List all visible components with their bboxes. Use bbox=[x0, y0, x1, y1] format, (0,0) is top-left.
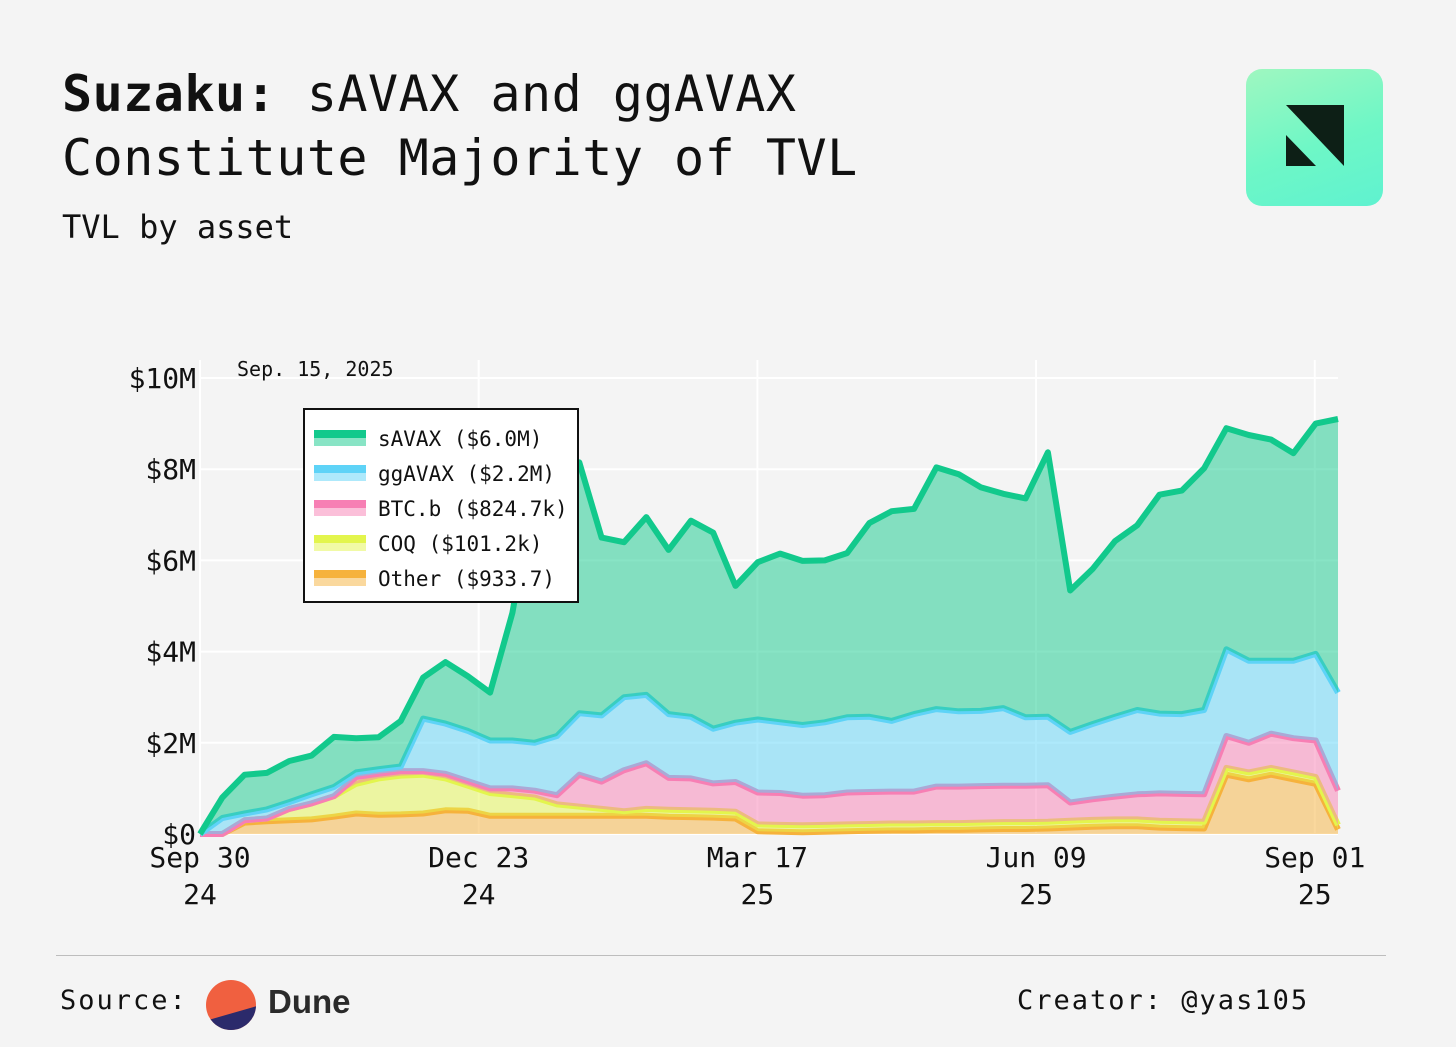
footer-divider bbox=[56, 955, 1386, 956]
dune-logo-icon bbox=[206, 980, 256, 1030]
x-tick-label-year: 25 bbox=[741, 878, 775, 911]
legend-swatch-fill bbox=[314, 473, 366, 481]
x-tick-label-year: 24 bbox=[183, 878, 217, 911]
y-tick-label: $0 bbox=[162, 818, 196, 851]
legend-swatch-fill bbox=[314, 508, 366, 516]
tvl-area-chart: $0 $2M $4M $6M $8M $10M Sep 30 24 Dec 23 24 Mar 17… bbox=[129, 357, 1366, 911]
legend-swatch-fill bbox=[314, 543, 366, 551]
x-tick-label-year: 24 bbox=[462, 878, 496, 911]
legend-swatch-fill bbox=[314, 438, 366, 446]
x-tick-label: Jun 09 bbox=[986, 841, 1087, 874]
area-btcb bbox=[200, 733, 1338, 834]
dune-logo-navy bbox=[206, 1006, 256, 1030]
legend-label: ggAVAX ($2.2M) bbox=[378, 462, 555, 486]
legend-swatch-line bbox=[314, 535, 366, 543]
line-savax bbox=[197, 416, 1339, 836]
chart-title: Suzaku: sAVAX and ggAVAX Constitute Major… bbox=[62, 62, 1162, 190]
area-other bbox=[200, 774, 1338, 834]
chart-subtitle: TVL by asset bbox=[62, 208, 294, 246]
y-tick-label: $2M bbox=[145, 727, 196, 760]
title-line2: Constitute Majority of TVL bbox=[62, 129, 858, 187]
y-tick-label: $10M bbox=[129, 362, 196, 395]
x-tick-label: Dec 23 bbox=[428, 841, 529, 874]
area-ggavax bbox=[200, 649, 1338, 834]
legend-swatch-line bbox=[314, 570, 366, 578]
hover-date-label: Sep. 15, 2025 bbox=[237, 357, 394, 381]
legend-label: Other ($933.7) bbox=[378, 567, 555, 591]
legend-swatch-fill bbox=[314, 578, 366, 586]
legend-swatch-line bbox=[314, 430, 366, 438]
x-tick-label: Sep 01 bbox=[1264, 841, 1365, 874]
brand-logo bbox=[1246, 69, 1383, 206]
x-tick-label-year: 25 bbox=[1298, 878, 1332, 911]
y-tick-label: $4M bbox=[145, 636, 196, 669]
area-savax bbox=[200, 419, 1338, 834]
dune-brand-name: Dune bbox=[268, 983, 351, 1020]
x-tick-label-year: 25 bbox=[1019, 878, 1053, 911]
legend-label: sAVAX ($6.0M) bbox=[378, 427, 542, 451]
title-bold: Suzaku: bbox=[62, 65, 277, 123]
y-tick-label: $8M bbox=[145, 453, 196, 486]
y-tick-label: $6M bbox=[145, 544, 196, 577]
legend-label: COQ ($101.2k) bbox=[378, 532, 542, 556]
brand-logo-icon bbox=[1286, 105, 1344, 166]
title-rest-line1: sAVAX and ggAVAX bbox=[306, 65, 797, 123]
legend-swatch-line bbox=[314, 465, 366, 473]
source-label: Source: bbox=[60, 985, 188, 1016]
legend-label: BTC.b ($824.7k) bbox=[378, 497, 568, 521]
creator-credit: Creator: @yas105 bbox=[1017, 985, 1310, 1016]
x-tick-label: Sep 30 bbox=[149, 841, 250, 874]
legend-swatch-line bbox=[314, 500, 366, 508]
x-tick-label: Mar 17 bbox=[707, 841, 808, 874]
